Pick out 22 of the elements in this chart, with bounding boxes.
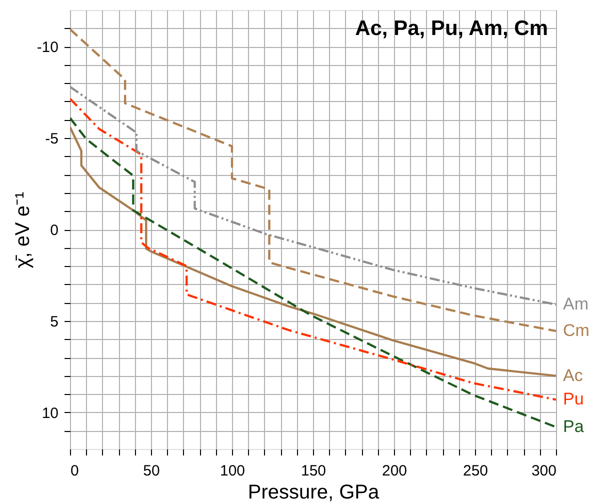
- y-tick-label: 0: [50, 222, 58, 239]
- series-label: Pa: [563, 417, 584, 436]
- series-label: Pu: [563, 390, 584, 409]
- x-tick-label: 250: [462, 462, 488, 480]
- series-label: Ac: [563, 366, 584, 385]
- chart-title: Ac, Pa, Pu, Am, Cm: [355, 17, 548, 40]
- line-series: [70, 126, 556, 377]
- y-tick-label: -10: [36, 39, 58, 56]
- x-tick-label: 50: [143, 462, 160, 480]
- series-label: Cm: [563, 321, 590, 340]
- x-tick-label: 100: [220, 462, 246, 480]
- y-tick-label: 5: [50, 313, 58, 330]
- x-tick-label: 300: [531, 462, 556, 480]
- x-tick-label: 200: [382, 462, 408, 480]
- series-label: Am: [563, 294, 588, 314]
- y-tick-label: 10: [42, 404, 58, 422]
- x-tick-label: 0: [70, 462, 79, 480]
- y-tick-label: -5: [45, 130, 58, 148]
- line-series: [70, 86, 556, 306]
- x-tick-label: 150: [300, 462, 326, 480]
- y-axis-title: χ̄, eV e⁻¹: [12, 191, 34, 268]
- x-axis-title: Pressure, GPa: [248, 482, 380, 504]
